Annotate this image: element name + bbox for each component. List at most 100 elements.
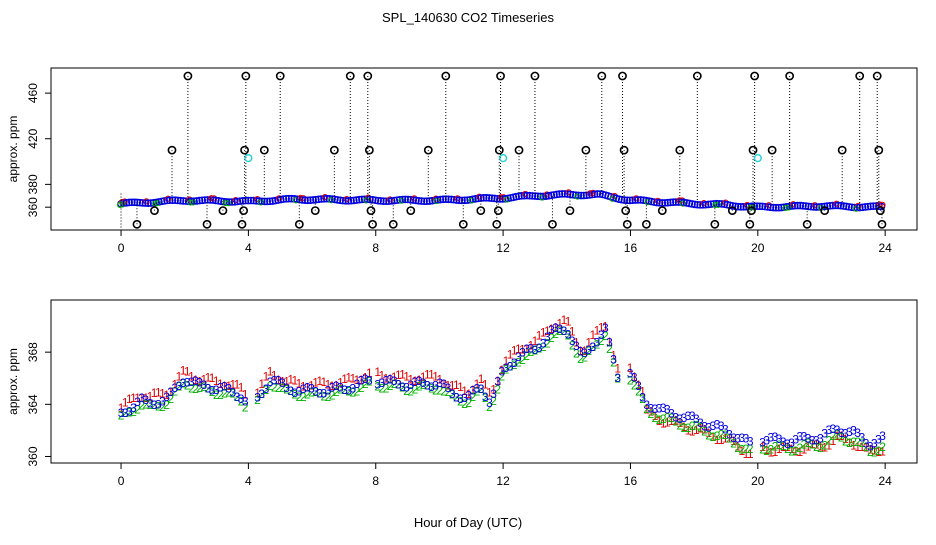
series-1-point: 1	[610, 349, 617, 363]
flag-marker	[493, 206, 503, 216]
series-2-point: 2	[631, 378, 638, 392]
data-point-red	[811, 202, 818, 209]
series-2-point: 2	[432, 384, 439, 398]
series-3-point: 3	[292, 386, 299, 400]
flag-marker	[239, 206, 249, 216]
series-3-point: 3	[172, 381, 179, 395]
series-3-point: 3	[155, 398, 162, 412]
series-1-point: 1	[213, 374, 220, 388]
series-2-point: 2	[366, 375, 373, 389]
series-2-point: 2	[635, 385, 642, 399]
series-3-point: 3	[461, 391, 468, 405]
series-3-point: 3	[598, 328, 605, 342]
series-2-point: 2	[482, 391, 489, 405]
series-3-point: 3	[784, 437, 791, 451]
cal-marker	[244, 154, 253, 163]
series-1-point: 1	[470, 383, 477, 397]
data-point	[623, 196, 631, 205]
series-2-point: 2	[383, 381, 390, 395]
series-2-point: 2	[122, 406, 129, 420]
series-2-point: 2	[610, 356, 617, 370]
series-1-point: 1	[474, 377, 481, 391]
series-2-point: 2	[267, 379, 274, 393]
series-2-point: 2	[813, 440, 820, 454]
series-1-point: 1	[643, 402, 650, 416]
series-2-point: 2	[801, 438, 808, 452]
data-point-red	[633, 195, 640, 202]
series-3-point: 3	[341, 383, 348, 397]
series-2-point: 2	[457, 395, 464, 409]
series-1-point: 1	[366, 366, 373, 380]
series-2-point: 2	[130, 405, 137, 419]
data-point-red	[833, 200, 840, 207]
data-point	[211, 196, 220, 205]
series-2-point: 2	[486, 400, 493, 414]
series-2-point: 2	[217, 388, 224, 402]
series-3-point: 3	[449, 387, 456, 401]
data-point	[425, 197, 434, 205]
series-1-point: 1	[809, 437, 816, 451]
flag-marker	[150, 206, 159, 216]
series-1-point: 1	[705, 426, 712, 440]
series-1-point: 1	[556, 317, 563, 331]
series-2-point: 2	[825, 433, 832, 447]
data-point-red	[275, 195, 283, 202]
flag-marker	[183, 71, 193, 81]
flag-marker	[767, 145, 777, 155]
series-3-point: 3	[705, 420, 712, 434]
series-3-point: 3	[660, 401, 667, 415]
series-2-point: 2	[209, 385, 216, 399]
flag-marker	[259, 145, 269, 155]
series-3-point: 3	[258, 387, 265, 401]
flag-marker	[747, 206, 756, 216]
data-point	[647, 197, 656, 206]
data-point	[517, 192, 526, 200]
flag-marker	[657, 206, 667, 216]
series-1-point: 1	[701, 422, 708, 436]
series-3-point: 3	[792, 432, 799, 446]
series-1-point: 1	[242, 388, 249, 402]
data-point	[682, 199, 691, 207]
series-2-point: 2	[374, 379, 381, 393]
data-point	[577, 191, 585, 200]
series-2-point: 2	[449, 388, 456, 402]
series-2-point: 2	[602, 329, 609, 343]
x-tick-label: 4	[245, 474, 252, 488]
series-3-point: 3	[536, 341, 543, 355]
x-tick-label: 8	[372, 474, 379, 488]
series-3-point: 3	[242, 395, 249, 409]
series-3-point: 3	[300, 382, 307, 396]
series-3-point: 3	[118, 406, 125, 420]
series-1-point: 1	[875, 445, 882, 459]
series-2-point: 2	[784, 442, 791, 456]
series-2-point: 2	[519, 353, 526, 367]
series-2-point: 2	[271, 381, 278, 395]
series-1-point: 1	[362, 370, 369, 384]
series-2-point: 2	[494, 382, 501, 396]
series-2-point: 2	[652, 411, 659, 425]
series-1-point: 1	[871, 444, 878, 458]
flag-marker	[406, 206, 416, 216]
series-3-point: 3	[734, 432, 741, 446]
series-3-point: 3	[585, 343, 592, 357]
series-2-point: 2	[664, 411, 671, 425]
series-1-point: 1	[188, 369, 195, 383]
flag-marker	[621, 206, 631, 216]
data-point	[306, 196, 315, 205]
x-tick-label: 24	[878, 241, 892, 255]
series-1-point: 1	[879, 444, 886, 458]
series-3-point: 3	[863, 436, 870, 450]
series-1-point: 1	[801, 443, 808, 457]
series-1-point: 1	[287, 373, 294, 387]
series-1-point: 1	[292, 373, 299, 387]
series-2-point: 2	[511, 358, 518, 372]
series-1-point: 1	[863, 440, 870, 454]
series-2-point: 2	[180, 377, 187, 391]
series-2-point: 2	[850, 435, 857, 449]
series-3-point: 3	[523, 342, 530, 356]
series-1-point: 1	[656, 414, 663, 428]
data-point	[488, 194, 496, 202]
data-point	[157, 197, 166, 206]
